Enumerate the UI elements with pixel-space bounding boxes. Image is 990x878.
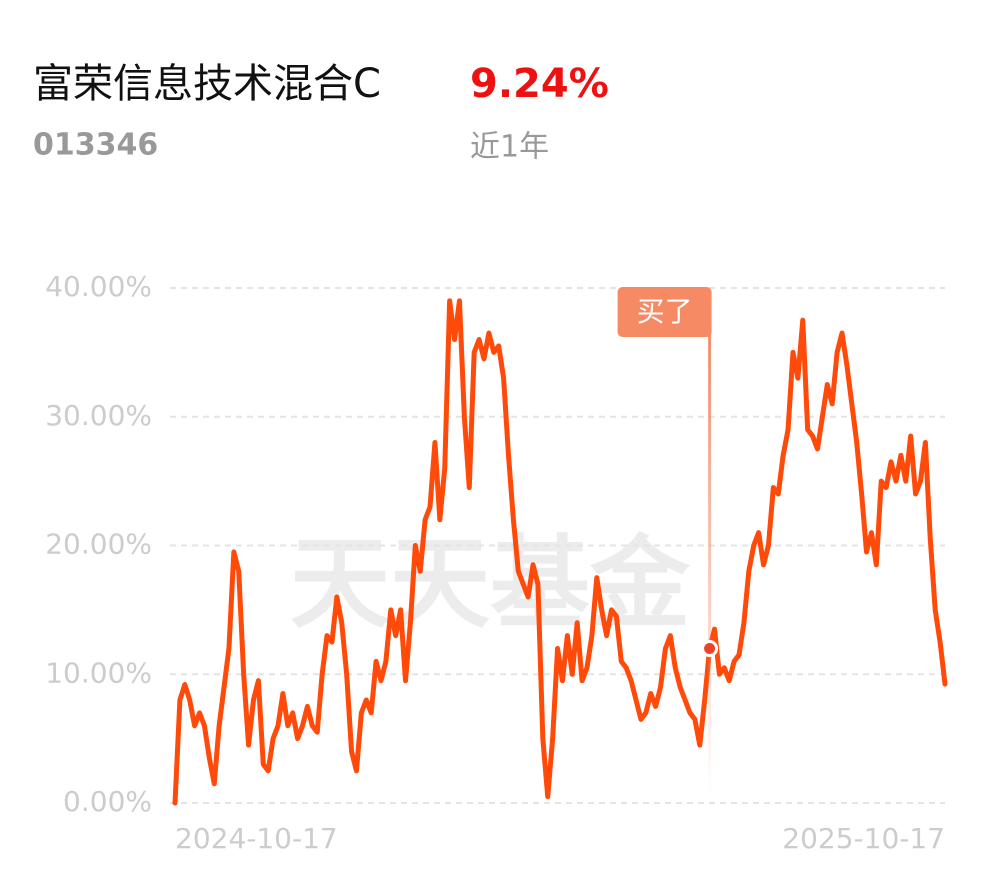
buy-badge bbox=[617, 287, 712, 337]
fund-code: 013346 bbox=[33, 128, 158, 163]
return: 9.24% bbox=[470, 61, 609, 107]
period: 近1年 bbox=[470, 130, 549, 165]
y-tick-label: 10.00% bbox=[45, 656, 152, 689]
buy-badge-text: 买了 bbox=[637, 295, 693, 328]
x-tick-label: 2024-10-17 bbox=[175, 822, 338, 855]
buy-point bbox=[701, 640, 719, 657]
fund-name: 富荣信息技术混合C bbox=[33, 61, 381, 107]
y-tick-label: 0.00% bbox=[63, 785, 152, 818]
y-tick-label: 20.00% bbox=[45, 528, 152, 561]
line bbox=[172, 298, 948, 806]
x-tick-label: 2025-10-17 bbox=[782, 822, 945, 855]
watermark: 天天基金 bbox=[290, 524, 691, 642]
y-tick-label: 40.00% bbox=[45, 270, 152, 303]
buy-marker-line bbox=[708, 320, 712, 795]
y-tick-label: 30.00% bbox=[45, 399, 152, 432]
